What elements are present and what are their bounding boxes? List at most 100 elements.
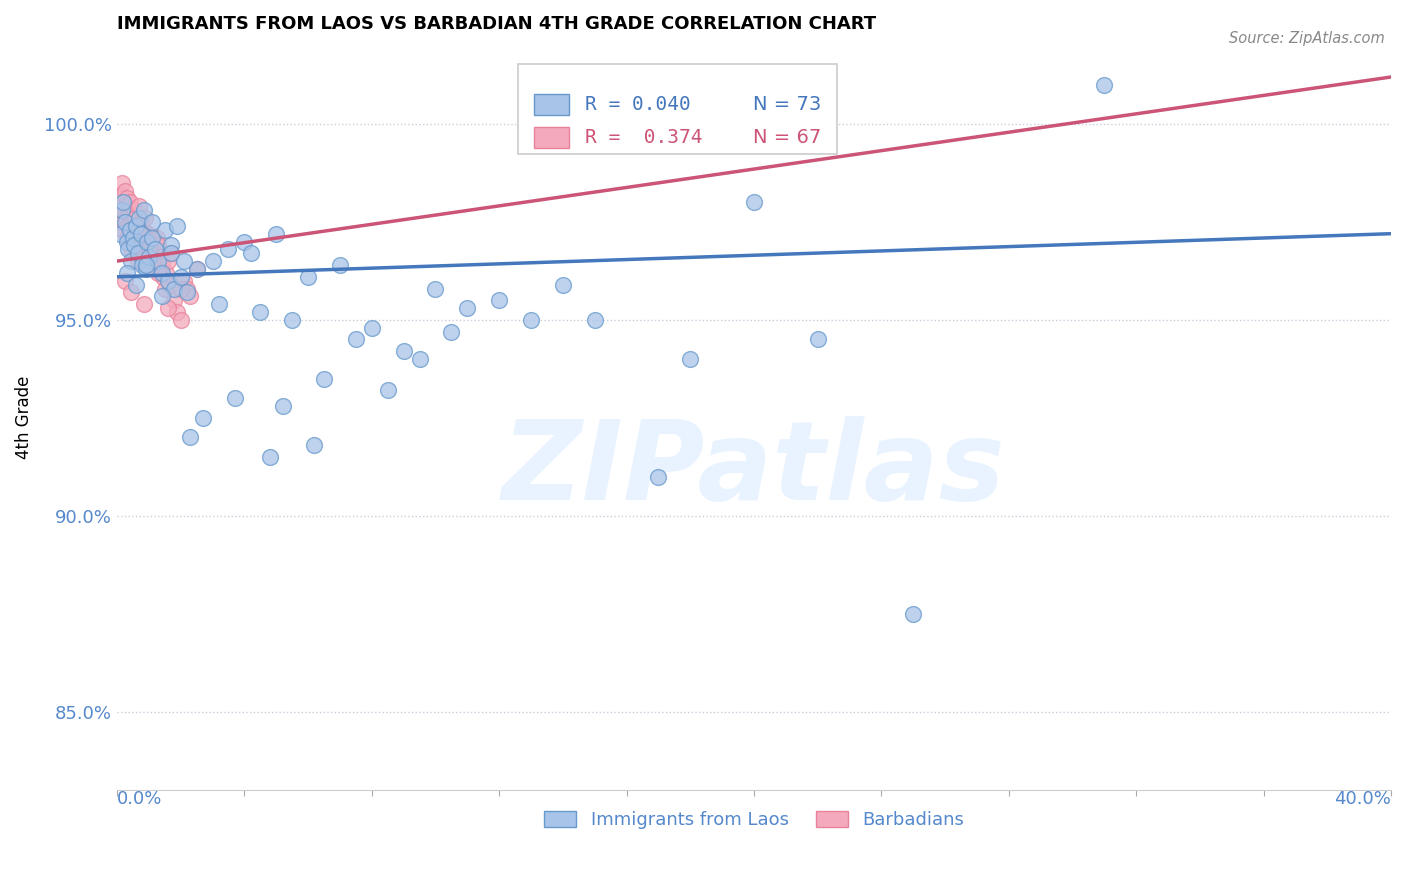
Text: N = 73: N = 73 bbox=[754, 95, 821, 114]
Point bbox=[132, 243, 155, 257]
Point bbox=[551, 277, 574, 292]
Point bbox=[150, 289, 173, 303]
Point bbox=[115, 211, 138, 225]
Point bbox=[115, 230, 138, 244]
Text: 0.0%: 0.0% bbox=[117, 790, 162, 808]
Point bbox=[111, 199, 134, 213]
Point bbox=[271, 399, 294, 413]
Point bbox=[121, 215, 143, 229]
Bar bbox=[534, 127, 569, 148]
Point bbox=[148, 266, 170, 280]
Point bbox=[208, 297, 231, 311]
Point bbox=[312, 371, 335, 385]
Point bbox=[146, 230, 169, 244]
Point bbox=[114, 215, 136, 229]
Point bbox=[115, 235, 138, 249]
Point bbox=[132, 223, 155, 237]
Point bbox=[583, 313, 606, 327]
Point bbox=[141, 230, 163, 244]
Point bbox=[118, 207, 141, 221]
Point bbox=[125, 219, 148, 233]
Point bbox=[425, 281, 447, 295]
Point bbox=[150, 258, 173, 272]
Point bbox=[108, 227, 131, 241]
Point bbox=[159, 277, 181, 292]
Point bbox=[125, 238, 148, 252]
Point bbox=[132, 203, 155, 218]
Point bbox=[148, 254, 170, 268]
Text: ZIPatlas: ZIPatlas bbox=[502, 417, 1005, 524]
Point bbox=[520, 313, 543, 327]
Point bbox=[107, 215, 129, 229]
Point bbox=[141, 243, 163, 257]
Point bbox=[132, 297, 155, 311]
Point bbox=[166, 305, 188, 319]
Point bbox=[329, 258, 352, 272]
Point bbox=[170, 269, 193, 284]
Point bbox=[114, 184, 136, 198]
Point bbox=[304, 438, 326, 452]
Point bbox=[153, 223, 176, 237]
Point bbox=[139, 235, 162, 249]
Point bbox=[160, 238, 183, 252]
Point bbox=[344, 333, 367, 347]
Point bbox=[173, 254, 195, 268]
Point bbox=[488, 293, 510, 308]
Point bbox=[112, 195, 135, 210]
Point bbox=[115, 266, 138, 280]
Point bbox=[128, 246, 150, 260]
Point bbox=[114, 274, 136, 288]
Point bbox=[224, 391, 246, 405]
Point bbox=[1092, 78, 1115, 92]
Point bbox=[125, 277, 148, 292]
Point bbox=[138, 243, 160, 257]
Point bbox=[127, 254, 149, 268]
Y-axis label: 4th Grade: 4th Grade bbox=[15, 376, 32, 459]
Point bbox=[120, 285, 142, 300]
Text: 40.0%: 40.0% bbox=[1334, 790, 1391, 808]
Point bbox=[128, 211, 150, 225]
Point bbox=[128, 199, 150, 213]
Point bbox=[135, 258, 157, 272]
Point bbox=[176, 281, 198, 295]
Point bbox=[135, 258, 157, 272]
Point bbox=[179, 289, 201, 303]
Point bbox=[129, 227, 152, 241]
Point bbox=[142, 254, 165, 268]
Point bbox=[166, 219, 188, 233]
Point bbox=[141, 215, 163, 229]
Point bbox=[124, 238, 146, 252]
Point bbox=[136, 238, 159, 252]
Point bbox=[122, 235, 145, 249]
Point bbox=[118, 227, 141, 241]
Text: IMMIGRANTS FROM LAOS VS BARBADIAN 4TH GRADE CORRELATION CHART: IMMIGRANTS FROM LAOS VS BARBADIAN 4TH GR… bbox=[117, 15, 876, 33]
Point bbox=[118, 223, 141, 237]
Point bbox=[456, 301, 478, 315]
Point bbox=[176, 285, 198, 300]
Legend: Immigrants from Laos, Barbadians: Immigrants from Laos, Barbadians bbox=[536, 804, 972, 837]
Point bbox=[150, 266, 173, 280]
Point bbox=[108, 203, 131, 218]
Point bbox=[155, 266, 177, 280]
Point bbox=[135, 262, 157, 277]
Point bbox=[360, 320, 382, 334]
Point bbox=[173, 274, 195, 288]
Point bbox=[186, 262, 208, 277]
Point bbox=[131, 258, 153, 272]
Point bbox=[127, 246, 149, 260]
Point bbox=[129, 227, 152, 241]
Point bbox=[120, 254, 142, 268]
Point bbox=[156, 254, 179, 268]
Text: R =  0.374: R = 0.374 bbox=[585, 128, 702, 147]
Point bbox=[136, 227, 159, 241]
Point bbox=[156, 301, 179, 315]
Point bbox=[112, 195, 135, 210]
Point bbox=[170, 281, 193, 295]
Point bbox=[117, 243, 139, 257]
Point bbox=[233, 235, 256, 249]
Text: Source: ZipAtlas.com: Source: ZipAtlas.com bbox=[1229, 31, 1385, 46]
Point bbox=[112, 223, 135, 237]
Bar bbox=[519, 64, 837, 153]
Point bbox=[217, 243, 239, 257]
Point bbox=[297, 269, 319, 284]
